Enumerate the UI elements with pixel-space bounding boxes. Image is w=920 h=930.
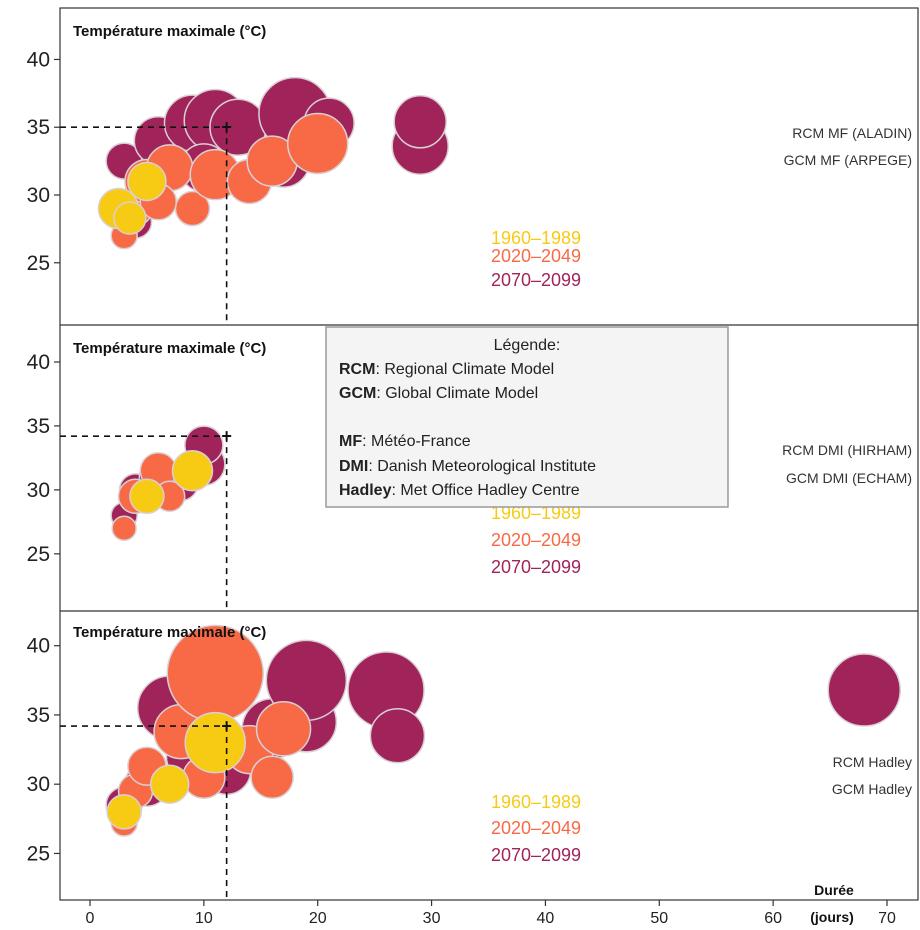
model-label-gcm: GCM DMI (ECHAM): [786, 470, 912, 486]
y-tick-label: 30: [27, 479, 50, 502]
x-tick-label: 0: [86, 910, 95, 927]
x-tick-label: 50: [650, 910, 668, 927]
legend-box: Légende:RCM: Regional Climate ModelGCM: …: [325, 326, 729, 508]
bubble-p2020: [111, 515, 137, 542]
bubble-p2070: [393, 95, 447, 149]
legend-definition: : Danish Meteorological Institute: [368, 458, 596, 475]
legend-definition: : Met Office Hadley Centre: [391, 482, 579, 499]
period-label-2070: 2070–2099: [491, 270, 581, 290]
bubble-p1960: [127, 161, 167, 202]
model-label-gcm: GCM MF (ARPEGE): [784, 152, 912, 168]
period-label-2020: 2020–2049: [491, 246, 581, 266]
bubble-p1960: [149, 764, 190, 804]
model-label-rcm: RCM DMI (HIRHAM): [782, 442, 912, 458]
legend-entry-dmi: DMI: Danish Meteorological Institute: [339, 458, 596, 475]
x-tick-label: 70: [878, 910, 896, 927]
x-tick-label: 40: [537, 910, 555, 927]
legend-abbr: DMI: [339, 458, 368, 475]
panel-1: 25 30 35 40 Température maximale (°C) RCM MF …: [27, 23, 912, 290]
legend-entry-gcm: GCM: Global Climate Model: [339, 385, 538, 402]
legend-title: Légende:: [494, 337, 561, 354]
period-label-2020: 2020–2049: [491, 530, 581, 550]
legend-definition: : Regional Climate Model: [375, 361, 554, 378]
y-tick-label: 25: [27, 842, 50, 865]
y-tick-label: 35: [27, 116, 50, 139]
legend-abbr: Hadley: [339, 482, 392, 499]
period-label-1960: 1960–1989: [491, 503, 581, 523]
reference-cross: +: [221, 426, 232, 446]
legend-entry-hadley: Hadley: Met Office Hadley Centre: [339, 482, 580, 499]
legend-definition: : Météo-France: [362, 433, 471, 450]
period-label-2070: 2070–2099: [491, 845, 581, 865]
legend-abbr: MF: [339, 433, 362, 450]
model-label-rcm: RCM MF (ALADIN): [792, 125, 912, 141]
y-tick-label: 40: [27, 48, 50, 71]
y-tick-label: 40: [27, 635, 50, 658]
plot-frame: [59, 7, 919, 901]
bubble-p1960: [113, 201, 147, 235]
reference-cross: +: [221, 716, 232, 736]
y-tick-label: 30: [27, 184, 50, 207]
bubble-p2020: [255, 701, 312, 757]
model-label-gcm: GCM Hadley: [832, 781, 912, 797]
reference-cross: +: [221, 117, 232, 137]
y-tick-label: 35: [27, 704, 50, 727]
x-tick-label: 20: [309, 910, 327, 927]
bubble-p1960: [129, 478, 165, 515]
panel-title: Température maximale (°C): [73, 340, 266, 357]
panel-3: 25 30 35 40 Température maximale (°C) RCM Had…: [27, 610, 918, 865]
legend-entry-mf: MF: Météo-France: [339, 433, 471, 450]
x-tick-label: 60: [764, 910, 782, 927]
period-label-1960: 1960–1989: [491, 792, 581, 812]
panel-title: Température maximale (°C): [73, 624, 266, 641]
model-label-rcm: RCM Hadley: [833, 754, 912, 770]
x-tick-label: 10: [195, 910, 213, 927]
bubble-p1960: [106, 794, 142, 830]
x-tick-label: 30: [423, 910, 441, 927]
period-label-1960: 1960–1989: [491, 228, 581, 248]
bubble-p2070: [827, 653, 901, 727]
bubble-p2020: [286, 112, 349, 175]
period-label-2070: 2070–2099: [491, 557, 581, 577]
period-label-2020: 2020–2049: [491, 818, 581, 838]
legend-abbr: RCM: [339, 361, 375, 378]
y-tick-label: 40: [27, 351, 50, 374]
y-tick-label: 25: [27, 252, 50, 275]
y-tick-label: 30: [27, 773, 50, 796]
legend-abbr: GCM: [339, 385, 376, 402]
panel-title: Température maximale (°C): [73, 23, 266, 40]
panel-2: 25 30 35 40 Température maximale (°C) RCM DMI…: [27, 324, 918, 577]
legend-definition: : Global Climate Model: [376, 385, 538, 402]
bubble-p1960: [171, 449, 214, 492]
bubble-p2070: [369, 707, 426, 764]
y-tick-label: 35: [27, 415, 50, 438]
legend-background: [325, 326, 729, 508]
bubble-p2020: [250, 755, 294, 800]
bubble-p1960: [184, 711, 246, 774]
y-tick-label: 25: [27, 543, 50, 566]
x-axis-label-line2: (jours): [810, 909, 854, 925]
x-axis-label-line1: Durée: [814, 882, 854, 898]
legend-entry-rcm: RCM: Regional Climate Model: [339, 361, 554, 378]
